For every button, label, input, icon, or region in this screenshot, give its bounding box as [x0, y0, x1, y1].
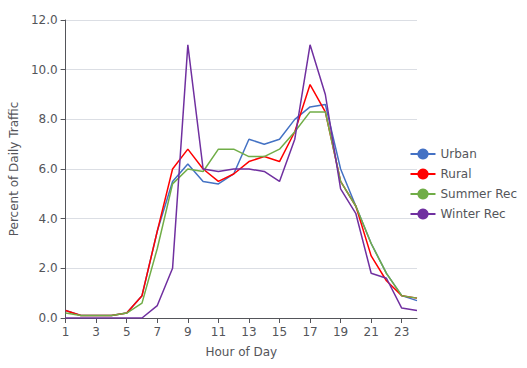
svg-text:9: 9: [184, 325, 192, 339]
svg-text:4.0: 4.0: [39, 212, 58, 226]
svg-text:21: 21: [364, 325, 379, 339]
svg-text:Summer Rec: Summer Rec: [440, 187, 517, 201]
svg-text:0.0: 0.0: [39, 311, 58, 325]
svg-text:2.0: 2.0: [39, 261, 58, 275]
svg-text:7: 7: [153, 325, 161, 339]
svg-text:10.0: 10.0: [31, 63, 58, 77]
svg-text:13: 13: [241, 325, 256, 339]
svg-text:12.0: 12.0: [31, 13, 58, 27]
svg-text:8.0: 8.0: [39, 112, 58, 126]
svg-text:Rural: Rural: [440, 167, 471, 181]
svg-text:23: 23: [394, 325, 409, 339]
svg-text:Hour of Day: Hour of Day: [205, 345, 277, 359]
svg-text:Percent of Daily Traffic: Percent of Daily Traffic: [7, 102, 21, 237]
svg-text:Winter Rec: Winter Rec: [440, 207, 505, 221]
svg-text:3: 3: [92, 325, 100, 339]
svg-text:1: 1: [62, 325, 70, 339]
svg-text:19: 19: [333, 325, 348, 339]
svg-text:15: 15: [272, 325, 287, 339]
svg-text:6.0: 6.0: [39, 162, 58, 176]
svg-text:5: 5: [123, 325, 131, 339]
svg-text:17: 17: [302, 325, 317, 339]
svg-text:11: 11: [211, 325, 226, 339]
svg-text:Urban: Urban: [440, 147, 476, 161]
